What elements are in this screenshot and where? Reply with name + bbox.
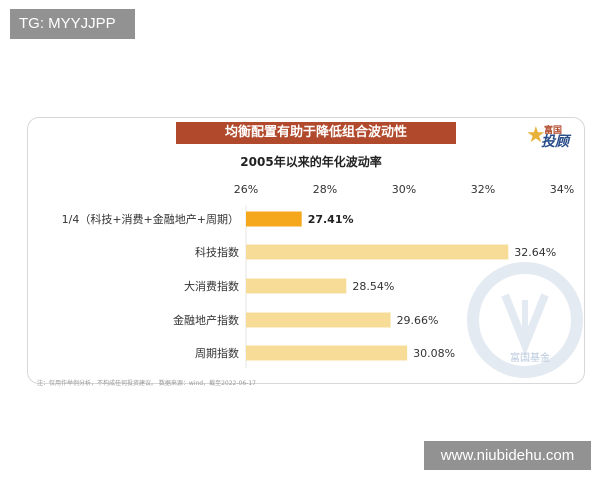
x-tick-label: 28% bbox=[313, 183, 337, 196]
bar bbox=[246, 244, 509, 260]
x-tick-label: 34% bbox=[550, 183, 574, 196]
bar-value-label: 28.54% bbox=[352, 280, 394, 293]
logo-main-text: 投顾 bbox=[541, 134, 569, 150]
category-label: 1/4（科技+消费+金融地产+周期） bbox=[62, 212, 239, 226]
banner-title: 均衡配置有助于降低组合波动性 bbox=[176, 122, 456, 144]
emblem-watermark-icon bbox=[467, 262, 583, 378]
category-label: 金融地产指数 bbox=[173, 313, 239, 327]
bar bbox=[246, 312, 391, 328]
bottom-watermark: www.niubidehu.com bbox=[424, 441, 591, 470]
star-logo-icon: ★ bbox=[526, 123, 546, 148]
bar bbox=[246, 345, 408, 361]
bar-value-label: 27.41% bbox=[308, 213, 354, 226]
bar bbox=[246, 278, 347, 294]
bar-value-label: 30.08% bbox=[413, 347, 455, 360]
emblem-label: 富国基金 bbox=[510, 351, 550, 364]
category-label: 周期指数 bbox=[195, 346, 239, 360]
chart-title: 2005年以来的年化波动率 bbox=[240, 154, 381, 169]
x-tick-label: 32% bbox=[471, 183, 495, 196]
x-tick-label: 26% bbox=[234, 183, 258, 196]
footnote: 注：仅用作举例分析，不构成任何投资建议。 数据来源：wind，截至2022-06… bbox=[37, 380, 256, 387]
bar-value-label: 32.64% bbox=[514, 246, 556, 259]
top-watermark: TG: MYYJJPP bbox=[10, 9, 135, 39]
x-tick-label: 30% bbox=[392, 183, 416, 196]
category-label: 大消费指数 bbox=[184, 279, 239, 293]
bar bbox=[246, 211, 302, 227]
logo-small-text: 富国 bbox=[544, 126, 563, 136]
category-label: 科技指数 bbox=[195, 245, 239, 259]
bar-value-label: 29.66% bbox=[397, 314, 439, 327]
